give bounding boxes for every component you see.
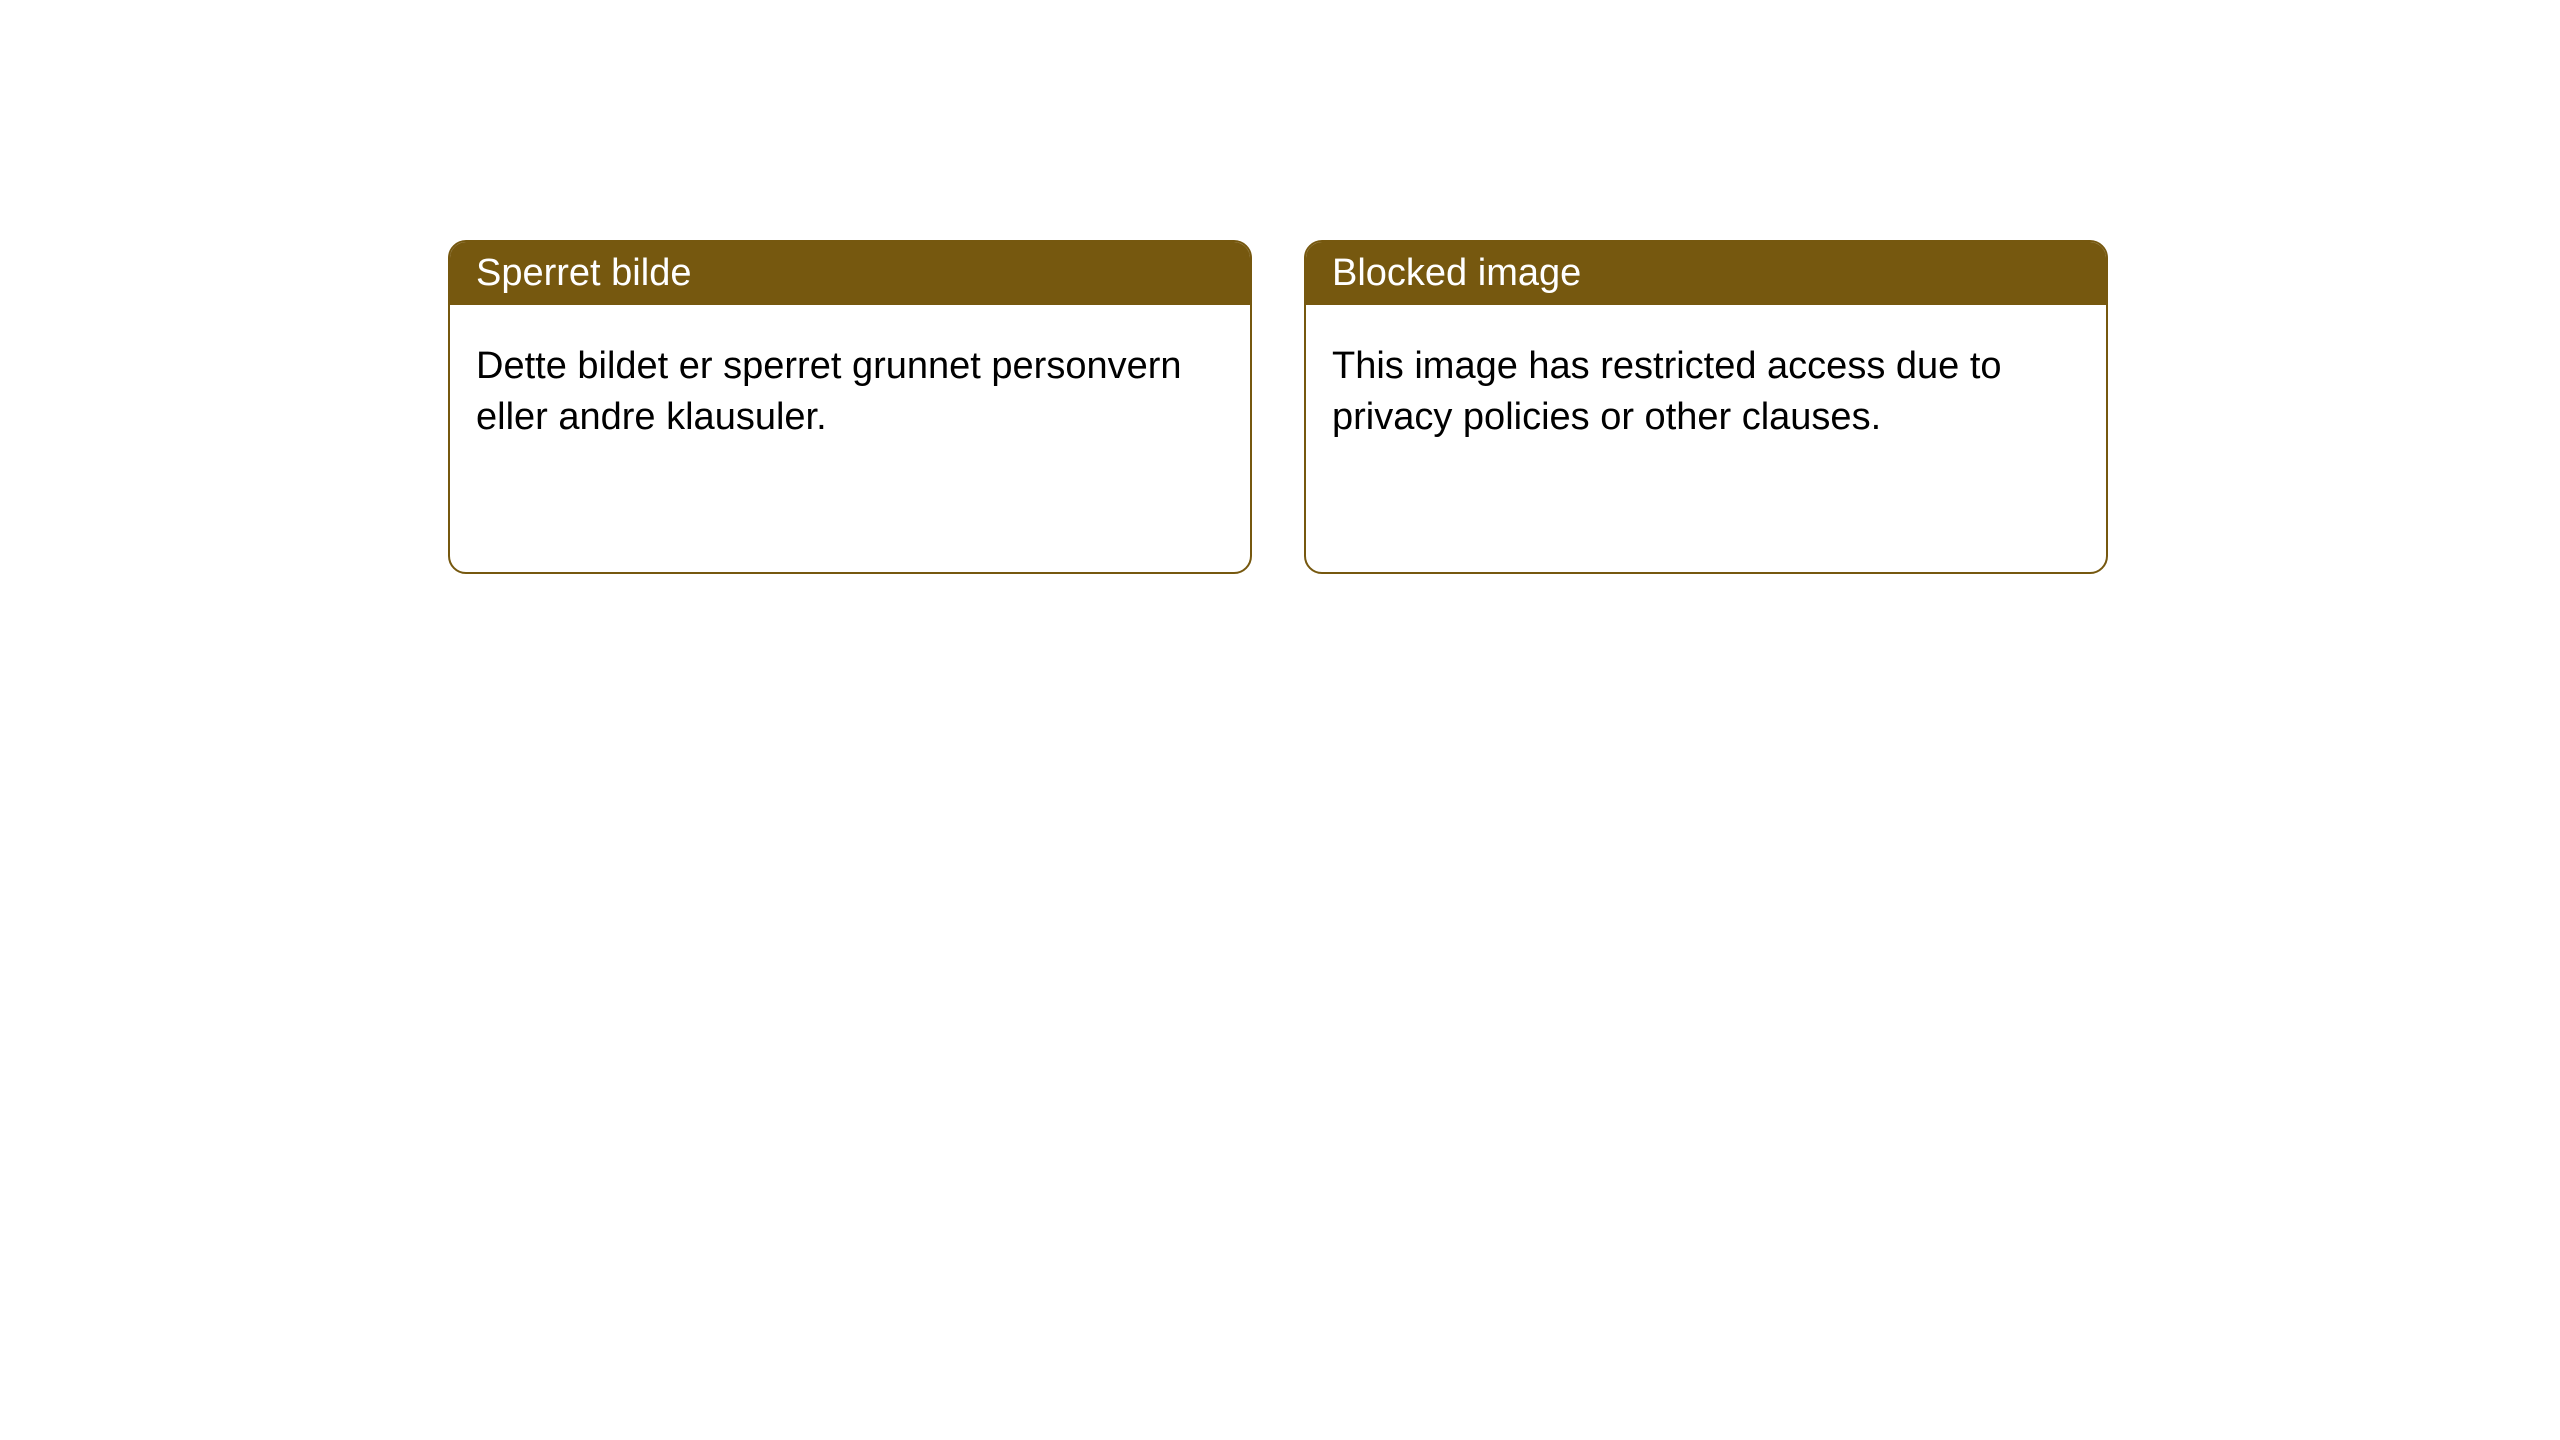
notice-title: Sperret bilde [450, 242, 1250, 305]
notice-body: Dette bildet er sperret grunnet personve… [450, 305, 1250, 480]
notice-box-norwegian: Sperret bilde Dette bildet er sperret gr… [448, 240, 1252, 574]
notice-container: Sperret bilde Dette bildet er sperret gr… [0, 0, 2560, 574]
notice-body: This image has restricted access due to … [1306, 305, 2106, 480]
notice-box-english: Blocked image This image has restricted … [1304, 240, 2108, 574]
notice-title: Blocked image [1306, 242, 2106, 305]
